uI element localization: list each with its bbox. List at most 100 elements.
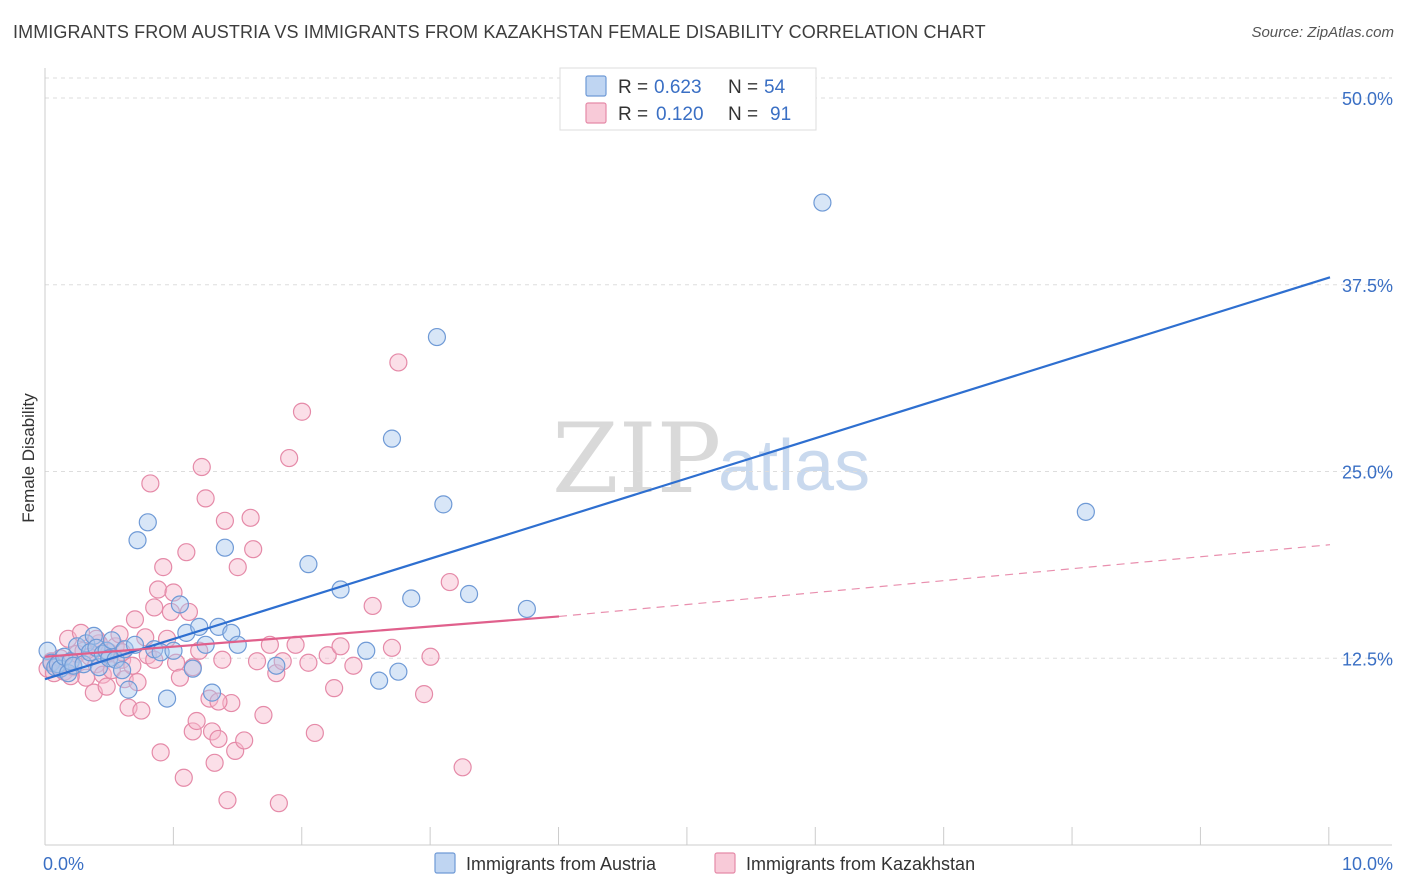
- y-tick-label: 37.5%: [1342, 276, 1393, 296]
- data-point-austria: [164, 641, 183, 660]
- data-point-kazakhstan: [299, 653, 318, 672]
- data-point-austria: [183, 659, 202, 678]
- data-point-kazakhstan: [389, 353, 408, 372]
- data-point-austria: [228, 635, 247, 654]
- watermark-zip: ZIP: [552, 403, 721, 515]
- data-point-kazakhstan: [183, 722, 202, 741]
- data-point-kazakhstan: [145, 598, 164, 617]
- legend-swatch-kazakhstan: [585, 102, 607, 124]
- data-point-kazakhstan: [331, 637, 350, 656]
- data-point-austria: [102, 631, 121, 650]
- data-point-kazakhstan: [177, 543, 196, 562]
- source-note: Source: ZipAtlas.com: [1251, 24, 1394, 41]
- legend-swatch-austria: [585, 75, 607, 97]
- y-axis-label: Female Disability: [19, 393, 38, 523]
- data-point-kazakhstan: [125, 610, 145, 629]
- series-kazakhstan-points: [38, 353, 472, 813]
- data-point-kazakhstan: [202, 722, 222, 741]
- data-point-kazakhstan: [215, 511, 234, 530]
- data-point-austria: [459, 584, 479, 604]
- data-point-kazakhstan: [421, 647, 440, 666]
- data-point-austria: [170, 595, 190, 614]
- y-tick-label: 50.0%: [1342, 89, 1393, 109]
- data-point-kazakhstan: [440, 572, 459, 592]
- data-point-kazakhstan: [218, 791, 237, 810]
- data-point-kazakhstan: [241, 508, 260, 527]
- data-point-kazakhstan: [228, 558, 247, 577]
- data-point-kazakhstan: [382, 638, 402, 657]
- trend-line-kazakhstan-extension: [558, 544, 1331, 618]
- data-point-austria: [370, 671, 389, 690]
- watermark: ZIP atlas: [552, 403, 870, 515]
- legend-n-label-austria: N =: [728, 77, 758, 98]
- data-point-austria: [402, 589, 421, 608]
- data-point-kazakhstan: [209, 729, 228, 749]
- bottom-legend-label-austria: Immigrants from Austria: [466, 854, 657, 874]
- legend-n-value-austria: 54: [764, 77, 786, 98]
- legend-r-label-kazakhstan: R =: [618, 104, 648, 125]
- y-tick-label: 25.0%: [1342, 463, 1393, 483]
- trend-line-kazakhstan: [44, 615, 560, 658]
- data-point-kazakhstan: [363, 596, 382, 616]
- data-point-austria: [112, 661, 132, 680]
- data-point-austria: [299, 555, 318, 574]
- data-point-austria: [434, 495, 453, 514]
- series-legend: Immigrants from Austria Immigrants from …: [434, 852, 975, 874]
- data-point-austria: [38, 641, 57, 660]
- legend-r-label-austria: R =: [618, 77, 648, 98]
- data-point-kazakhstan: [247, 652, 267, 671]
- data-point-kazakhstan: [235, 731, 254, 750]
- data-point-kazakhstan: [292, 402, 312, 421]
- data-point-kazakhstan: [209, 692, 228, 711]
- data-point-kazakhstan: [151, 743, 170, 762]
- data-point-kazakhstan: [148, 580, 168, 599]
- data-point-kazakhstan: [123, 656, 142, 675]
- data-point-kazakhstan: [280, 448, 299, 468]
- y-tick-label: 12.5%: [1342, 649, 1393, 669]
- data-point-austria: [77, 634, 96, 653]
- data-point-kazakhstan: [453, 758, 472, 777]
- legend-n-value-kazakhstan: 91: [770, 104, 791, 125]
- chart-title: IMMIGRANTS FROM AUSTRIA VS IMMIGRANTS FR…: [13, 22, 986, 42]
- grid-lines: [45, 77, 1392, 659]
- data-point-austria: [382, 429, 402, 448]
- data-point-kazakhstan: [226, 741, 245, 760]
- bottom-legend-swatch-austria: [434, 852, 456, 874]
- legend-r-value-kazakhstan: 0.120: [656, 104, 704, 125]
- watermark-atlas: atlas: [718, 426, 870, 506]
- data-point-kazakhstan: [145, 650, 164, 669]
- data-point-kazakhstan: [254, 705, 273, 725]
- data-point-kazakhstan: [205, 753, 224, 772]
- data-point-austria: [1076, 502, 1095, 521]
- data-point-kazakhstan: [414, 685, 434, 704]
- data-point-kazakhstan: [344, 656, 363, 675]
- y-tick-labels: 12.5% 25.0% 37.5% 50.0%: [1342, 89, 1393, 669]
- data-point-kazakhstan: [213, 650, 232, 669]
- data-point-austria: [389, 662, 408, 681]
- data-point-kazakhstan: [141, 474, 160, 493]
- data-point-austria: [517, 599, 536, 619]
- data-point-austria: [813, 193, 832, 212]
- data-point-kazakhstan: [244, 540, 263, 559]
- data-point-austria: [357, 641, 376, 660]
- data-point-kazakhstan: [187, 711, 206, 731]
- x-tick-label: 0.0%: [43, 854, 84, 874]
- data-point-austria: [138, 513, 157, 532]
- data-point-kazakhstan: [260, 635, 279, 654]
- data-point-kazakhstan: [174, 768, 193, 787]
- trend-lines: [44, 276, 1331, 681]
- data-point-kazakhstan: [196, 489, 215, 508]
- data-point-kazakhstan: [325, 679, 344, 698]
- x-tick-labels: 0.0% 10.0%: [43, 854, 1393, 874]
- data-point-kazakhstan: [132, 701, 151, 720]
- data-point-kazakhstan: [97, 677, 116, 696]
- data-point-austria: [202, 683, 222, 702]
- data-point-austria: [157, 689, 177, 708]
- data-point-kazakhstan: [305, 723, 324, 743]
- data-point-kazakhstan: [192, 457, 211, 477]
- legend-r-value-austria: 0.623: [654, 77, 702, 98]
- data-point-kazakhstan: [318, 646, 337, 665]
- data-point-austria: [267, 656, 286, 675]
- data-point-austria: [215, 538, 234, 557]
